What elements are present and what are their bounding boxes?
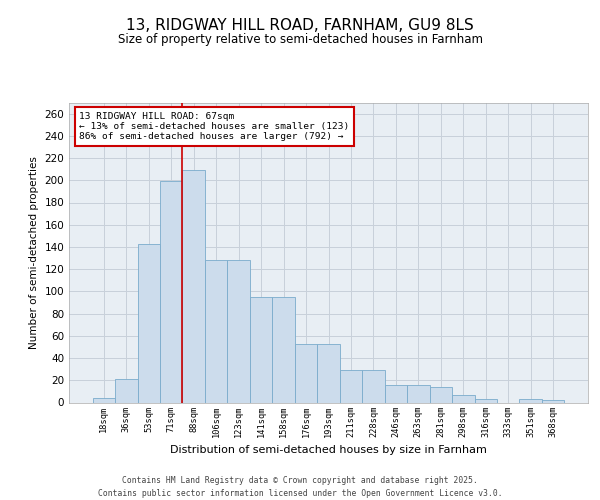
Bar xyxy=(452,394,475,402)
Bar xyxy=(317,344,340,402)
Bar xyxy=(407,384,430,402)
Text: 13 RIDGWAY HILL ROAD: 67sqm
← 13% of semi-detached houses are smaller (123)
86% : 13 RIDGWAY HILL ROAD: 67sqm ← 13% of sem… xyxy=(79,112,350,142)
Bar xyxy=(137,244,160,402)
Bar xyxy=(430,387,452,402)
Text: Size of property relative to semi-detached houses in Farnham: Size of property relative to semi-detach… xyxy=(118,32,482,46)
Bar xyxy=(115,379,137,402)
Bar xyxy=(542,400,565,402)
Bar xyxy=(475,399,497,402)
Bar xyxy=(295,344,317,402)
Bar xyxy=(362,370,385,402)
Bar xyxy=(160,182,182,402)
Bar xyxy=(520,399,542,402)
Bar xyxy=(227,260,250,402)
Text: Contains HM Land Registry data © Crown copyright and database right 2025.
Contai: Contains HM Land Registry data © Crown c… xyxy=(98,476,502,498)
X-axis label: Distribution of semi-detached houses by size in Farnham: Distribution of semi-detached houses by … xyxy=(170,445,487,455)
Text: 13, RIDGWAY HILL ROAD, FARNHAM, GU9 8LS: 13, RIDGWAY HILL ROAD, FARNHAM, GU9 8LS xyxy=(126,18,474,32)
Bar xyxy=(340,370,362,402)
Bar xyxy=(250,297,272,403)
Bar xyxy=(205,260,227,402)
Y-axis label: Number of semi-detached properties: Number of semi-detached properties xyxy=(29,156,39,349)
Bar xyxy=(272,297,295,403)
Bar xyxy=(182,170,205,402)
Bar xyxy=(385,384,407,402)
Bar xyxy=(92,398,115,402)
